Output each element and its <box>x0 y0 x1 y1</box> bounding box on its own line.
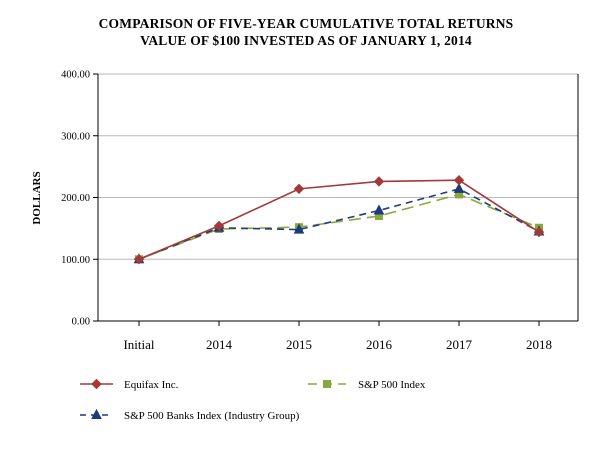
legend-marker-0 <box>91 378 102 390</box>
y-axis-title: DOLLARS <box>31 171 43 224</box>
y-tick-label: 200.00 <box>61 193 90 204</box>
data-point <box>133 254 145 265</box>
legend-label-1: S&P 500 Index <box>358 379 426 391</box>
data-point <box>213 220 225 232</box>
x-tick-label: 2016 <box>366 337 393 352</box>
x-tick-label: 2014 <box>206 337 233 352</box>
x-tick-label: 2015 <box>286 337 312 352</box>
data-point <box>293 223 305 234</box>
series-group <box>133 175 545 265</box>
data-point <box>373 176 385 187</box>
x-tick-label: 2017 <box>446 337 473 352</box>
data-point <box>533 226 545 238</box>
legend-marker-1 <box>323 380 331 388</box>
series-line-1 <box>138 193 540 260</box>
axes: 0.00 100.00 200.00 300.00 400.00 Initial 2014 2… <box>31 70 579 352</box>
legend-marker-2 <box>91 408 102 419</box>
y-tick-label: 0.00 <box>72 317 90 328</box>
series-line-0 <box>138 179 540 260</box>
x-tick-label: Initial <box>123 337 154 352</box>
grid <box>98 73 578 322</box>
legend-label-0: Equifax Inc. <box>124 379 179 391</box>
data-point <box>453 182 465 193</box>
legend: Equifax Inc. S&P 500 Index S&P 500 Banks I… <box>80 378 426 422</box>
data-point <box>293 183 305 195</box>
series-line-2 <box>138 188 540 260</box>
x-tick-label: 2018 <box>526 337 552 352</box>
legend-label-2: S&P 500 Banks Index (Industry Group) <box>124 410 300 422</box>
y-tick-label: 300.00 <box>61 131 90 142</box>
data-point <box>373 204 385 215</box>
chart-subtitle: VALUE OF $100 INVESTED AS OF JANUARY 1, … <box>140 33 472 48</box>
y-tick-label: 100.00 <box>61 255 90 266</box>
y-tick-label: 400.00 <box>61 70 90 81</box>
data-point <box>453 175 465 186</box>
chart-title: COMPARISON OF FIVE-YEAR CUMULATIVE TOTAL… <box>98 16 514 31</box>
